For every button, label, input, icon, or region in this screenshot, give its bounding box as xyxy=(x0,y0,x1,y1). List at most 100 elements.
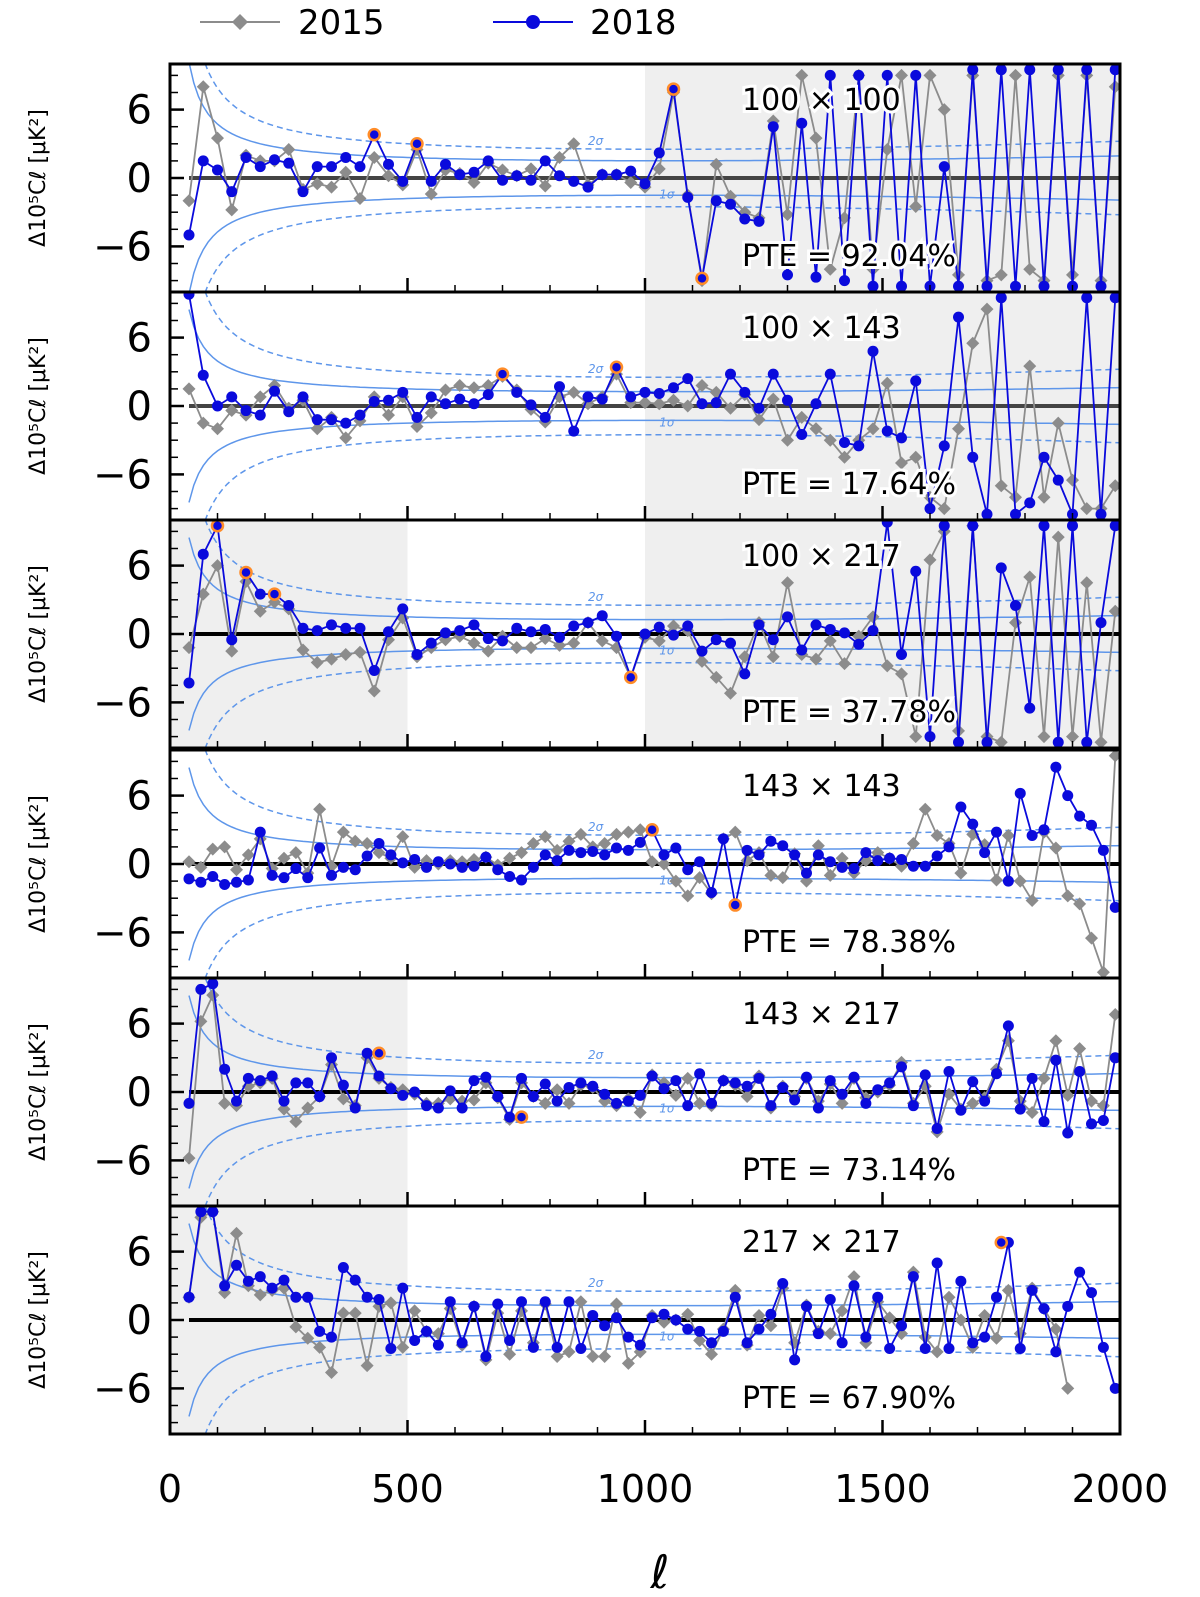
point-2015 xyxy=(657,1315,671,1329)
point-2018 xyxy=(884,852,896,864)
point-2015 xyxy=(994,735,1008,748)
panel-label: 217 × 217 xyxy=(742,1225,901,1260)
point-2015 xyxy=(467,381,481,395)
point-2018 xyxy=(551,1095,563,1107)
point-2018 xyxy=(670,842,682,854)
point-2018 xyxy=(278,872,290,884)
point-2015 xyxy=(823,433,837,447)
point-2018 xyxy=(314,1091,326,1103)
point-2018 xyxy=(582,181,594,193)
point-2015 xyxy=(693,1334,707,1348)
point-2018 xyxy=(1038,451,1050,463)
point-2018 xyxy=(810,619,822,631)
x-axis: 0 500 1000 1500 2000 xyxy=(158,1467,1168,1511)
point-2015 xyxy=(624,176,638,190)
point-2015 xyxy=(645,855,659,869)
point-2018 xyxy=(1097,1115,1109,1126)
point-2018 xyxy=(853,440,865,452)
outlier-point xyxy=(695,271,709,286)
point-2018 xyxy=(219,1063,231,1075)
point-2018 xyxy=(1038,1303,1050,1315)
panel-6: 1σ 2σ 6 0 −6 Δ10⁵Cℓ [μK²] 217 × 217 PTE = 67.90… xyxy=(26,1204,1122,1436)
point-2015 xyxy=(310,422,324,436)
point-2018 xyxy=(482,155,494,167)
point-2018 xyxy=(739,668,751,680)
point-2018 xyxy=(860,1097,872,1109)
point-2015 xyxy=(562,1345,576,1359)
point-2015 xyxy=(633,823,647,837)
point-2015 xyxy=(550,1083,564,1097)
point-2018 xyxy=(326,161,337,173)
point-2015 xyxy=(348,1306,362,1320)
point-2018 xyxy=(468,166,480,178)
point-2015 xyxy=(693,1096,707,1110)
point-2018 xyxy=(254,588,266,600)
point-2018 xyxy=(1010,508,1021,520)
point-2015 xyxy=(621,825,635,839)
point-2018 xyxy=(480,851,492,863)
point-2015 xyxy=(538,1096,552,1110)
point-2018 xyxy=(482,389,494,401)
point-2015 xyxy=(301,1331,315,1345)
point-2018 xyxy=(967,1337,979,1349)
point-2018 xyxy=(801,1071,812,1083)
point-2015 xyxy=(424,187,438,201)
point-2018 xyxy=(1109,1052,1120,1064)
point-2018 xyxy=(582,617,594,629)
point-2018 xyxy=(717,1325,729,1337)
point-2015 xyxy=(225,203,239,217)
point-2018 xyxy=(981,508,993,520)
series-2018 xyxy=(183,292,1120,520)
point-2018 xyxy=(991,1068,1002,1080)
point-2018 xyxy=(440,627,451,639)
point-2015 xyxy=(282,143,296,156)
point-2018 xyxy=(525,399,537,411)
pte-label: PTE = 73.14% xyxy=(742,1153,956,1188)
point-2018 xyxy=(480,1350,492,1362)
legend-label-2015: 2015 xyxy=(298,3,385,43)
point-2018 xyxy=(981,280,993,292)
point-2015 xyxy=(966,336,980,350)
point-2015 xyxy=(1080,576,1094,590)
point-2018 xyxy=(967,451,979,463)
point-2018 xyxy=(1086,1287,1097,1299)
point-2015 xyxy=(764,1319,778,1333)
point-2015 xyxy=(277,851,291,865)
outlier-point xyxy=(495,367,510,381)
point-2018 xyxy=(694,1068,706,1080)
point-2015 xyxy=(396,830,410,844)
point-2018 xyxy=(409,853,421,865)
point-2018 xyxy=(953,311,964,323)
point-2015 xyxy=(883,1311,897,1325)
point-2018 xyxy=(525,626,537,638)
y-tick-label: −6 xyxy=(93,680,152,726)
point-2018 xyxy=(539,1296,551,1308)
point-2018 xyxy=(1062,1300,1074,1312)
point-2015 xyxy=(339,165,353,179)
point-2018 xyxy=(311,161,323,173)
point-2018 xyxy=(516,1296,527,1308)
point-2015 xyxy=(930,829,944,842)
point-2015 xyxy=(510,641,524,655)
point-2018 xyxy=(668,629,679,641)
point-2018 xyxy=(269,154,280,166)
point-2015 xyxy=(353,645,367,659)
point-2015 xyxy=(1073,1042,1087,1056)
point-2018 xyxy=(340,151,352,163)
point-2018 xyxy=(492,1091,504,1103)
point-2015 xyxy=(795,410,809,424)
point-2015 xyxy=(923,68,937,82)
point-2018 xyxy=(867,280,879,292)
legend: 2015 2018 xyxy=(200,3,677,43)
band-label-1sigma: 1σ xyxy=(659,874,675,888)
point-2015 xyxy=(1037,490,1051,504)
band-1sigma-lower xyxy=(188,877,1120,961)
point-2018 xyxy=(812,849,824,861)
point-2018 xyxy=(563,844,575,856)
y-axis-label: Δ10⁵Cℓ [μK²] xyxy=(26,1023,51,1161)
point-2015 xyxy=(781,433,794,447)
band-label-2sigma: 2σ xyxy=(588,134,604,148)
point-2018 xyxy=(421,861,432,873)
x-tick-label: 0 xyxy=(158,1467,182,1511)
point-2018 xyxy=(729,1077,741,1089)
